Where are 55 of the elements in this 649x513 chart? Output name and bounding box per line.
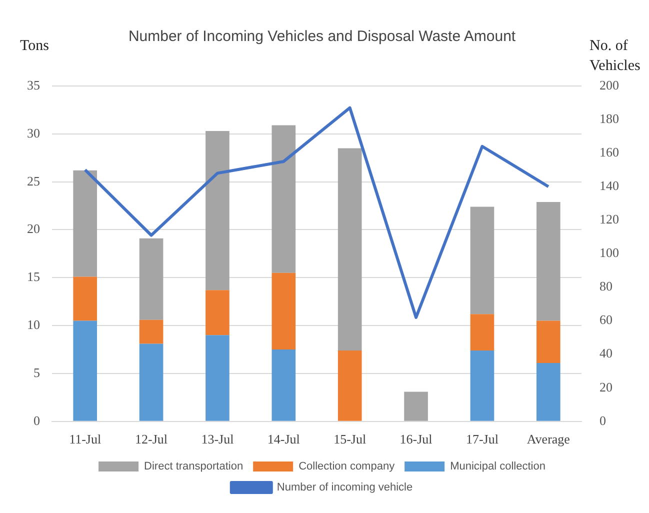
y2-axis-title: No. of Vehicles bbox=[590, 38, 640, 74]
bar bbox=[536, 202, 560, 321]
legend-label: Number of incoming vehicle bbox=[276, 482, 413, 494]
bar bbox=[536, 362, 560, 421]
y-tick-label: 10 bbox=[27, 316, 40, 332]
legend-label: Collection company bbox=[298, 460, 396, 473]
bar bbox=[206, 290, 230, 336]
y-tick-label: 35 bbox=[27, 77, 40, 92]
bar bbox=[272, 272, 296, 350]
bar bbox=[404, 392, 428, 421]
y-tick-label: 5 bbox=[34, 364, 40, 380]
x-tick-label: 14-Jul bbox=[267, 432, 300, 447]
bar bbox=[470, 350, 494, 421]
y-tick-label: 15 bbox=[27, 269, 40, 284]
bar bbox=[206, 131, 230, 290]
bar bbox=[73, 170, 98, 277]
x-tick-label: Average bbox=[526, 432, 570, 447]
bar bbox=[73, 320, 98, 421]
bar bbox=[470, 314, 494, 350]
legend-label: Municipal collection bbox=[450, 460, 546, 473]
x-tick-label: 16-Jul bbox=[400, 432, 433, 447]
y-axis-title: Tons bbox=[20, 38, 50, 54]
x-tick-label: 11-Jul bbox=[69, 432, 102, 447]
y2-tick-label: 140 bbox=[600, 178, 619, 194]
y-tick-label: 25 bbox=[27, 173, 40, 188]
y2-tick-label: 200 bbox=[600, 77, 619, 92]
bar bbox=[536, 320, 560, 363]
y-tick-label: 30 bbox=[27, 125, 40, 140]
bar bbox=[139, 344, 164, 421]
x-tick-label: 12-Jul bbox=[135, 432, 168, 447]
y-tick-label: 0 bbox=[34, 412, 40, 428]
y2-tick-label: 0 bbox=[600, 412, 606, 428]
legend-label: Direct transportation bbox=[144, 460, 244, 473]
x-tick-label: 13-Jul bbox=[201, 432, 234, 447]
chart-title: Number of Incoming Vehicles and Disposal Waste Amount bbox=[128, 28, 516, 46]
y2-tick-label: 20 bbox=[600, 379, 612, 394]
x-tick-label: 17-Jul bbox=[466, 432, 499, 447]
bar bbox=[272, 350, 296, 421]
bar bbox=[206, 335, 230, 421]
y2-tick-label: 180 bbox=[600, 110, 619, 126]
bar bbox=[338, 148, 362, 350]
y2-tick-label: 160 bbox=[600, 144, 619, 160]
bar bbox=[338, 350, 362, 421]
bar bbox=[272, 125, 296, 273]
y2-tick-label: 60 bbox=[600, 312, 612, 328]
y-tick-label: 20 bbox=[27, 221, 40, 236]
y2-tick-label: 100 bbox=[600, 245, 619, 260]
bar bbox=[73, 276, 98, 321]
y2-tick-label: 40 bbox=[600, 346, 612, 361]
y2-tick-label: 80 bbox=[600, 278, 612, 294]
bar bbox=[139, 238, 164, 320]
bar bbox=[139, 320, 164, 344]
bar bbox=[470, 206, 494, 314]
x-tick-label: 15-Jul bbox=[334, 432, 366, 447]
y2-tick-label: 120 bbox=[600, 212, 619, 227]
